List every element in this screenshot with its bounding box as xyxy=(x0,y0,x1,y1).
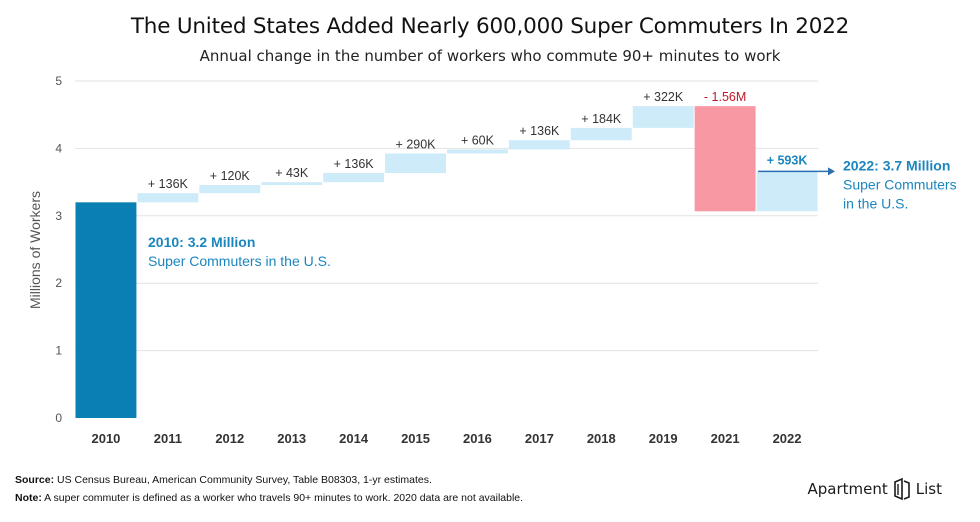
data-label-2019: + 322K xyxy=(643,90,684,104)
y-axis-label: Millions of Workers xyxy=(27,191,43,309)
source-note: Source: US Census Bureau, American Commu… xyxy=(15,474,432,486)
bar-2010 xyxy=(75,202,137,418)
bar-2011 xyxy=(137,193,199,203)
x-tick-label: 2016 xyxy=(463,431,492,446)
x-tick-label: 2013 xyxy=(277,431,306,446)
data-label-2021: - 1.56M xyxy=(704,90,746,104)
data-label-2015: + 290K xyxy=(396,137,437,151)
data-label-2016: + 60K xyxy=(461,133,495,147)
data-label-2012: + 120K xyxy=(210,169,251,183)
bar-2012 xyxy=(199,185,261,194)
y-tick-label: 2 xyxy=(55,276,62,290)
bar-2013 xyxy=(261,182,323,186)
end-annotation-subtitle-2: in the U.S. xyxy=(843,195,908,211)
y-tick-label: 1 xyxy=(55,344,62,358)
chart-subtitle: Annual change in the number of workers w… xyxy=(199,47,781,65)
source-text: US Census Bureau, American Community Sur… xyxy=(54,474,432,486)
end-annotation-title: 2022: 3.7 Million xyxy=(843,157,950,173)
y-tick-label: 3 xyxy=(55,209,62,223)
logo-word-left: Apartment xyxy=(807,480,888,498)
x-tick-label: 2010 xyxy=(91,431,120,446)
start-annotation-title: 2010: 3.2 Million xyxy=(148,234,255,250)
note-label: Note: xyxy=(15,492,42,504)
data-label-2018: + 184K xyxy=(581,112,622,126)
x-tick-label: 2021 xyxy=(711,431,740,446)
x-tick-label: 2019 xyxy=(649,431,678,446)
data-label-2014: + 136K xyxy=(334,157,375,171)
data-label-2022: + 593K xyxy=(767,153,808,167)
bar-2018 xyxy=(570,127,632,141)
x-tick-label: 2017 xyxy=(525,431,554,446)
x-tick-label: 2015 xyxy=(401,431,430,446)
y-tick-label: 0 xyxy=(55,411,62,425)
bar-2016 xyxy=(447,149,508,154)
bar-2021 xyxy=(694,106,756,212)
note-text: A super commuter is defined as a worker … xyxy=(41,492,524,504)
bar-2014 xyxy=(323,173,385,183)
bar-2019 xyxy=(632,106,694,128)
start-annotation-subtitle: Super Commuters in the U.S. xyxy=(148,253,331,269)
logo-word-right: List xyxy=(915,480,942,498)
x-tick-label: 2018 xyxy=(587,431,616,446)
data-label-2017: + 136K xyxy=(519,124,560,138)
data-label-2013: + 43K xyxy=(275,166,309,180)
y-tick-label: 4 xyxy=(55,141,62,155)
bar-2022 xyxy=(756,171,818,212)
bar-2017 xyxy=(508,140,570,150)
chart-title: The United States Added Nearly 600,000 S… xyxy=(130,14,850,39)
logo-mark-icon xyxy=(893,478,910,500)
end-annotation-subtitle-1: Super Commuters xyxy=(843,176,957,192)
x-tick-label: 2011 xyxy=(154,431,182,446)
x-tick-label: 2022 xyxy=(773,431,802,446)
footnote: Note: A super commuter is defined as a w… xyxy=(15,492,523,504)
x-tick-label: 2012 xyxy=(215,431,244,446)
data-label-2011: + 136K xyxy=(148,177,189,191)
source-label: Source: xyxy=(15,474,55,486)
y-tick-label: 5 xyxy=(55,74,62,88)
end-arrow-head xyxy=(828,167,835,176)
bar-2015 xyxy=(385,153,446,174)
x-tick-label: 2014 xyxy=(339,431,369,446)
apartment-list-logo: Apartment List xyxy=(807,478,942,500)
